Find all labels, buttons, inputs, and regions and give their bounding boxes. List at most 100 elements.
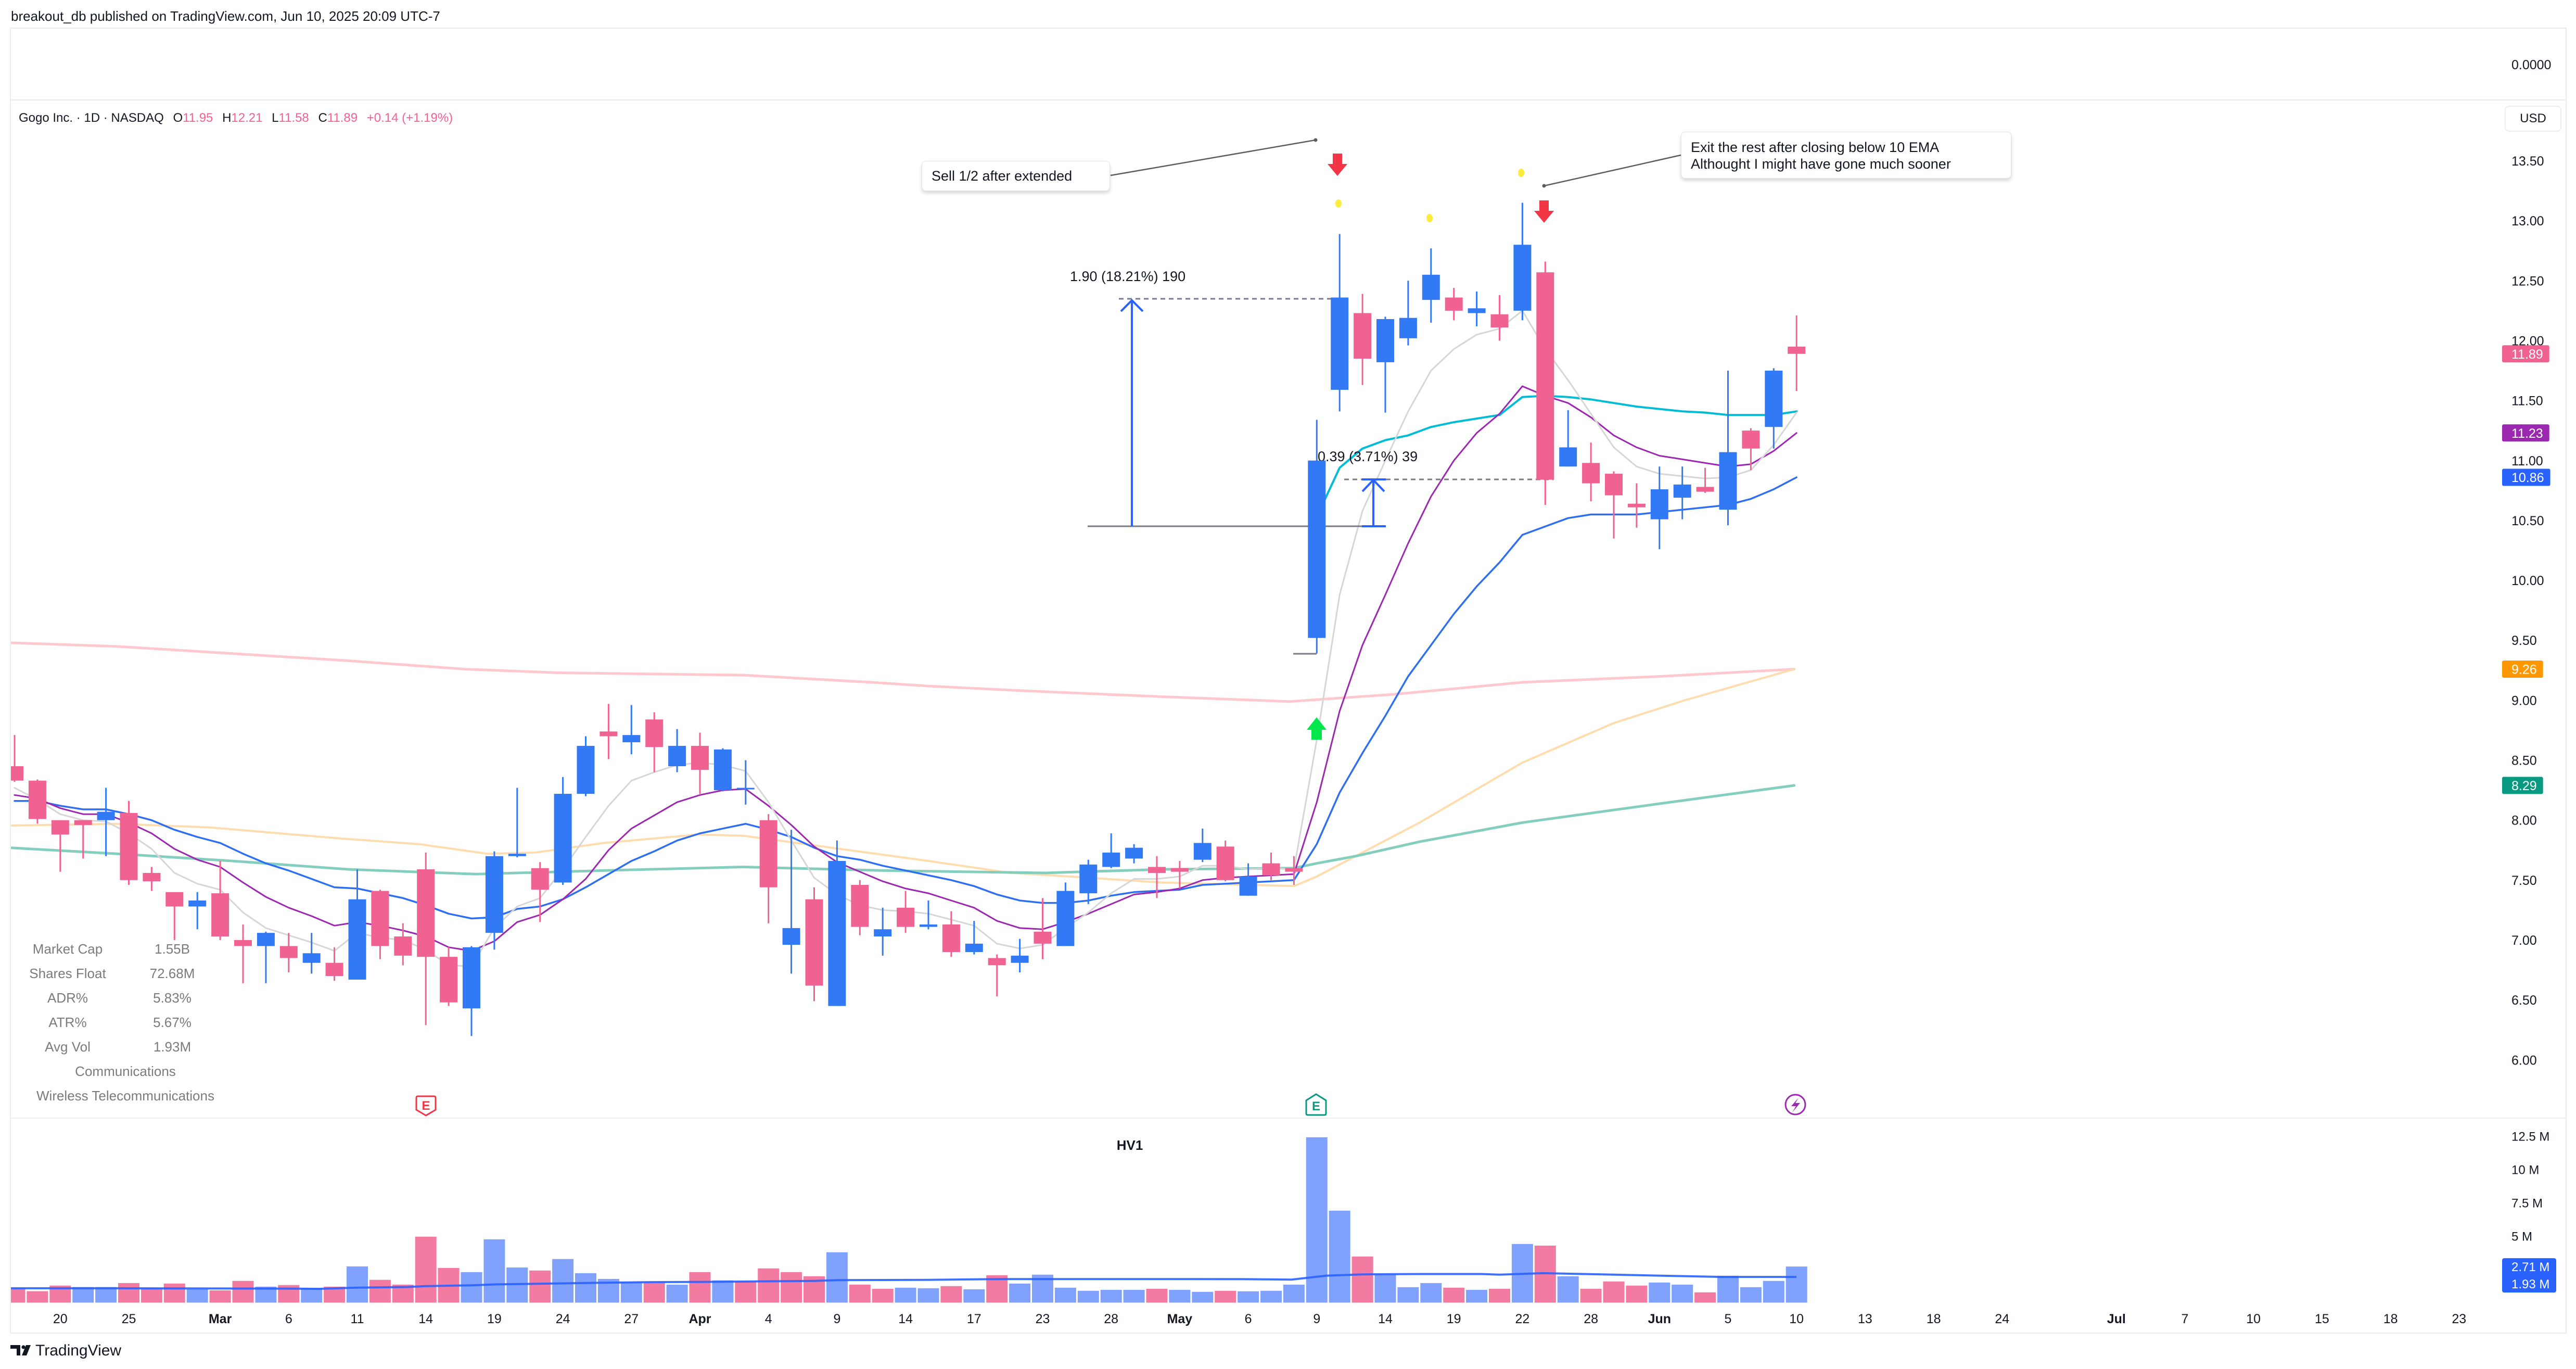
price-tick-label: 9.50 — [2511, 633, 2537, 648]
time-tick-label: 10 — [2246, 1312, 2261, 1326]
time-tick-label: 17 — [967, 1312, 981, 1326]
volume-ma-line — [11, 1272, 1797, 1290]
candle — [1056, 882, 1075, 946]
candle — [257, 931, 275, 983]
volume-bar — [940, 1286, 962, 1303]
price-tick-label: 9.00 — [2511, 693, 2537, 708]
time-tick-label: 9 — [1313, 1312, 1320, 1326]
candle — [713, 748, 732, 792]
volume-bar — [27, 1291, 48, 1303]
candle — [1742, 428, 1760, 471]
candle — [394, 923, 412, 966]
volume-bar — [1786, 1266, 1807, 1303]
price-label-text: 11.23 — [2511, 426, 2543, 441]
symbol-legend[interactable]: Gogo Inc. · 1D · NASDAQ O11.95 H12.21 L1… — [19, 110, 453, 126]
volume-bar — [1123, 1289, 1145, 1303]
volume-bar — [1763, 1281, 1784, 1303]
callout-pointer-1[interactable] — [1110, 138, 1318, 176]
price-label-text: 10.86 — [2511, 471, 2544, 485]
volume-axis[interactable]: 12.5 M 10 M 7.5 M 5 M 2.71 M 1.93 M — [2502, 1130, 2556, 1293]
candle — [1627, 483, 1646, 528]
volume-bar — [552, 1259, 574, 1303]
volume-bar — [643, 1282, 665, 1303]
candle — [325, 947, 343, 981]
long-moving-averages — [11, 641, 1796, 888]
candle — [1331, 234, 1349, 412]
symbol-title[interactable]: Gogo Inc. · 1D · NASDAQ — [19, 111, 164, 125]
close-label: C — [318, 111, 327, 125]
pane-separator-volume[interactable] — [10, 1118, 2567, 1119]
time-tick-label: 13 — [1858, 1312, 1872, 1326]
price-tick-label: 7.50 — [2511, 873, 2537, 888]
volume-bar — [1215, 1290, 1236, 1303]
volume-bar — [1717, 1275, 1739, 1303]
time-axis[interactable]: 20 25 Mar 6 11 14 19 24 27 Apr 4 9 14 17 23 28 May 6 9 14 19… — [53, 1312, 2466, 1326]
callout-pointer-2[interactable] — [1542, 154, 1681, 188]
candle — [1422, 248, 1440, 323]
change-value: +0.14 (+1.19%) — [366, 111, 453, 125]
time-tick-label: Mar — [209, 1312, 232, 1326]
volume-bar — [1557, 1276, 1579, 1303]
volume-bar — [1260, 1290, 1282, 1303]
candle — [11, 735, 23, 782]
candle — [1696, 467, 1714, 493]
time-tick-label: 14 — [1378, 1312, 1393, 1326]
price-label-text: 8.29 — [2511, 779, 2537, 793]
price-tick-label: 7.00 — [2511, 933, 2537, 948]
measure-tool-2[interactable]: 0.39 (3.71%) 39 — [1318, 449, 1553, 527]
earnings-marker-icon[interactable]: E — [415, 1095, 437, 1117]
earnings-marker-icon[interactable]: E — [1305, 1093, 1327, 1116]
candle — [1650, 466, 1668, 550]
price-label-badge — [2502, 345, 2549, 363]
tradingview-brand[interactable]: TradingView — [10, 1342, 121, 1359]
lightning-event-icon[interactable] — [1784, 1094, 1806, 1116]
candle — [828, 840, 846, 1006]
measure-tool-1[interactable]: 1.90 (18.21%) 190 — [1070, 269, 1385, 527]
volume-bar — [1420, 1283, 1442, 1303]
orange-ma-line — [11, 668, 1795, 888]
candle — [28, 779, 46, 824]
info-row-avg-vol: Avg Vol 1.93M — [21, 1035, 230, 1059]
volume-bar — [826, 1252, 848, 1303]
info-label: ATR% — [48, 1015, 87, 1030]
callout-sell-half[interactable]: Sell 1/2 after extended — [922, 161, 1110, 191]
price-axis[interactable]: 13.5013.0012.5012.0011.5011.0010.5010.00… — [2502, 154, 2551, 1068]
time-tick-label: 9 — [833, 1312, 840, 1326]
candle — [165, 892, 184, 940]
currency-button[interactable]: USD — [2505, 106, 2561, 132]
candle — [988, 954, 1006, 997]
candle — [1513, 202, 1532, 321]
volume-bar — [483, 1239, 505, 1303]
tradingview-logo-icon — [10, 1345, 31, 1355]
callout-exit-rest[interactable]: Exit the rest after closing below 10 EMA… — [1681, 132, 2011, 179]
time-tick-label: Jul — [2107, 1312, 2126, 1326]
volume-label-text: 2.71 M — [2511, 1260, 2549, 1274]
top-pane-axis-value: 0.0000 — [2511, 58, 2551, 72]
candle — [965, 921, 983, 955]
arrow-up-icon — [1120, 299, 1144, 312]
volume-bar — [1580, 1288, 1602, 1303]
volume-bar — [1192, 1291, 1214, 1303]
volume-bar — [461, 1272, 482, 1303]
candle — [1170, 860, 1189, 889]
time-tick-label: 5 — [1725, 1312, 1732, 1326]
short-moving-averages — [14, 310, 1798, 968]
volume-bar — [781, 1272, 802, 1303]
time-tick-label: 6 — [1245, 1312, 1252, 1326]
volume-bar — [1672, 1284, 1693, 1303]
info-value: 72.68M — [149, 966, 195, 981]
candle — [1536, 261, 1554, 505]
pane-separator-top[interactable] — [10, 99, 2567, 100]
volume-bar — [872, 1288, 894, 1303]
volume-bar — [1443, 1287, 1465, 1303]
volume-bar — [1169, 1289, 1191, 1303]
info-label: ADR% — [47, 990, 88, 1006]
volume-bar — [232, 1281, 254, 1303]
candle — [508, 788, 526, 858]
volume-bar — [1100, 1289, 1122, 1303]
buy-arrow-icon — [1307, 717, 1327, 740]
arrow-up-icon — [1361, 478, 1385, 492]
volume-bar — [895, 1287, 916, 1303]
candle — [600, 704, 618, 759]
